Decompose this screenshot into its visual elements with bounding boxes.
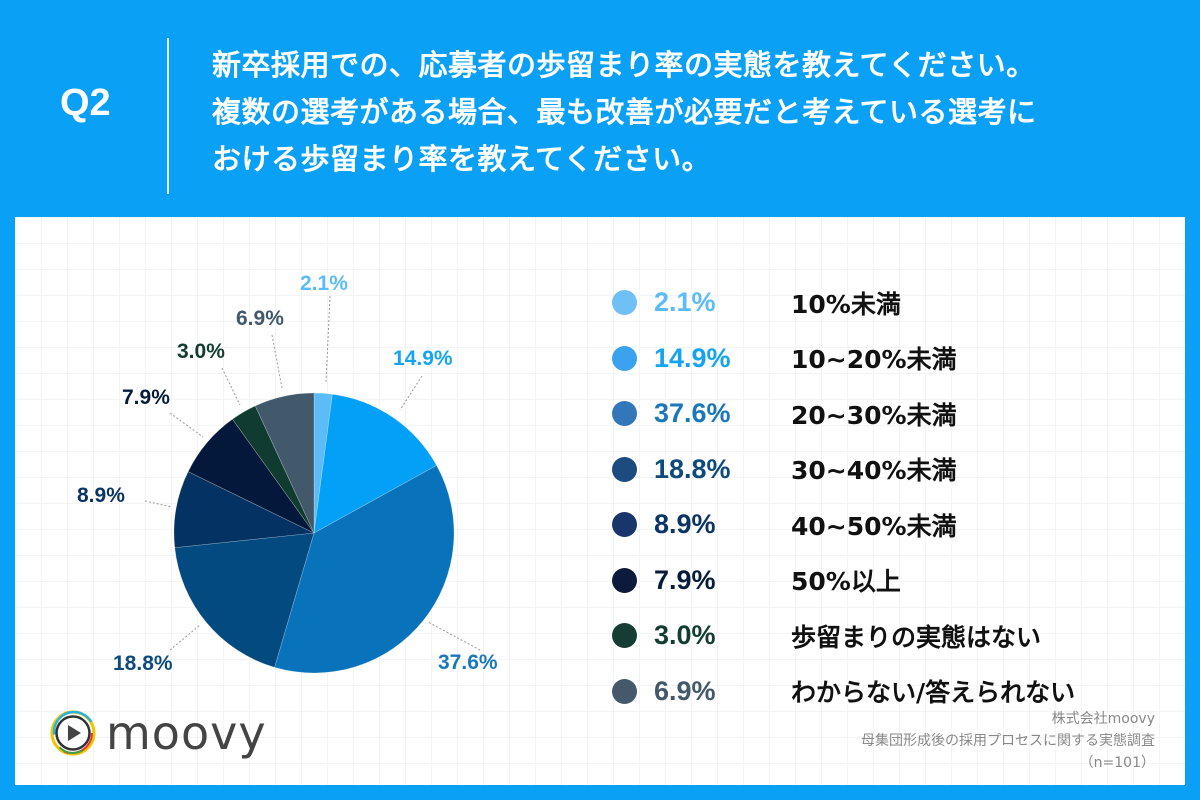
legend-dot-icon bbox=[612, 512, 637, 538]
pie-slice bbox=[274, 465, 455, 674]
credit-survey: 母集団形成後の採用プロセスに関する実態調査 bbox=[861, 733, 1155, 749]
question-line-3: おける歩留まり率を教えてください。 bbox=[212, 142, 712, 176]
legend-percent: 37.6% bbox=[654, 398, 731, 429]
pie-data-label: 7.9% bbox=[122, 386, 170, 409]
leader-line bbox=[144, 500, 173, 508]
legend-item: 7.9% 50%以上 bbox=[612, 553, 1075, 609]
credit-company: 株式会社moovy bbox=[1051, 711, 1155, 727]
leader-line bbox=[221, 367, 241, 406]
legend-dot-icon bbox=[612, 401, 637, 427]
question-number: Q2 bbox=[60, 82, 111, 124]
pie-chart bbox=[144, 295, 481, 674]
pie-slice bbox=[173, 471, 316, 549]
legend-percent: 8.9% bbox=[654, 509, 716, 540]
legend-item: 6.9% わからない/答えられない bbox=[612, 664, 1075, 720]
legend-label: 50%以上 bbox=[791, 567, 901, 597]
legend-dot-icon bbox=[612, 678, 637, 704]
pie-data-label: 2.1% bbox=[300, 272, 348, 295]
pie-slice bbox=[187, 418, 315, 534]
legend-item: 14.9% 10~20%未満 bbox=[612, 331, 1075, 387]
legend-label: 20~30%未満 bbox=[791, 400, 957, 430]
legend-item: 3.0% 歩留まりの実態はない bbox=[612, 608, 1075, 664]
legend-label: 10~20%未満 bbox=[791, 345, 957, 375]
leader-line bbox=[427, 621, 481, 651]
pie-data-label: 6.9% bbox=[236, 307, 284, 330]
legend-percent: 18.8% bbox=[654, 453, 731, 484]
leader-line bbox=[271, 334, 283, 389]
question-header: Q2 新卒採用での、応募者の歩留まり率の実態を教えてください。 複数の選考がある… bbox=[0, 0, 1200, 217]
pie-data-label: 8.9% bbox=[77, 484, 125, 507]
pie-data-label: 14.9% bbox=[393, 347, 453, 370]
legend-percent: 7.9% bbox=[654, 564, 716, 595]
leader-line bbox=[399, 375, 423, 411]
legend-label: 10%未満 bbox=[791, 289, 901, 319]
legend-dot-icon bbox=[612, 567, 637, 593]
legend-label: 30~40%未満 bbox=[791, 456, 957, 486]
question-text: 新卒採用での、応募者の歩留まり率の実態を教えてください。 複数の選考がある場合、… bbox=[212, 42, 1172, 183]
header-divider bbox=[167, 38, 169, 194]
pie-data-label: 37.6% bbox=[438, 651, 498, 674]
legend-label: 歩留まりの実態はない bbox=[791, 622, 1042, 652]
pie-data-label: 3.0% bbox=[177, 340, 225, 363]
moovy-logo: moovy bbox=[48, 708, 267, 758]
logo-text: moovy bbox=[106, 706, 267, 760]
leader-line bbox=[325, 295, 331, 383]
legend-item: 18.8% 30~40%未満 bbox=[612, 442, 1075, 498]
legend-percent: 3.0% bbox=[654, 620, 716, 651]
pie-slice bbox=[313, 392, 333, 534]
legend-item: 37.6% 20~30%未満 bbox=[612, 386, 1075, 442]
pie-slice bbox=[174, 532, 315, 668]
leader-line bbox=[169, 412, 204, 438]
chart-panel: 2.1% 14.9% 37.6% 18.8% 8.9% 7.9% 3.0% 6.9% bbox=[15, 217, 1185, 785]
legend-item: 2.1% 10%未満 bbox=[612, 275, 1075, 331]
credit-sample-size: （n=101） bbox=[1079, 755, 1155, 771]
play-ring-icon bbox=[50, 710, 96, 756]
legend-dot-icon bbox=[612, 345, 637, 371]
legend-percent: 6.9% bbox=[654, 675, 716, 706]
question-line-1: 新卒採用での、応募者の歩留まり率の実態を教えてください。 bbox=[212, 48, 1036, 82]
legend-label: わからない/答えられない bbox=[791, 678, 1076, 708]
pie-data-label: 18.8% bbox=[113, 652, 173, 675]
legend-dot-icon bbox=[612, 290, 637, 316]
legend-item: 8.9% 40~50%未満 bbox=[612, 497, 1075, 553]
source-credit: 株式会社moovy 母集団形成後の採用プロセスに関する実態調査 （n=101） bbox=[861, 708, 1155, 774]
pie-slice bbox=[254, 392, 315, 534]
legend-label: 40~50%未満 bbox=[791, 511, 957, 541]
legend-percent: 2.1% bbox=[654, 287, 716, 318]
pie-slice bbox=[313, 393, 438, 534]
question-line-2: 複数の選考がある場合、最も改善が必要だと考えている選考に bbox=[212, 95, 1037, 129]
legend-dot-icon bbox=[612, 623, 637, 649]
chart-legend: 2.1% 10%未満 14.9% 10~20%未満 37.6% 20~30%未満 18… bbox=[612, 275, 1075, 719]
legend-dot-icon bbox=[612, 456, 637, 482]
leader-line bbox=[169, 624, 201, 651]
legend-percent: 14.9% bbox=[654, 342, 731, 373]
pie-slice bbox=[232, 405, 315, 534]
